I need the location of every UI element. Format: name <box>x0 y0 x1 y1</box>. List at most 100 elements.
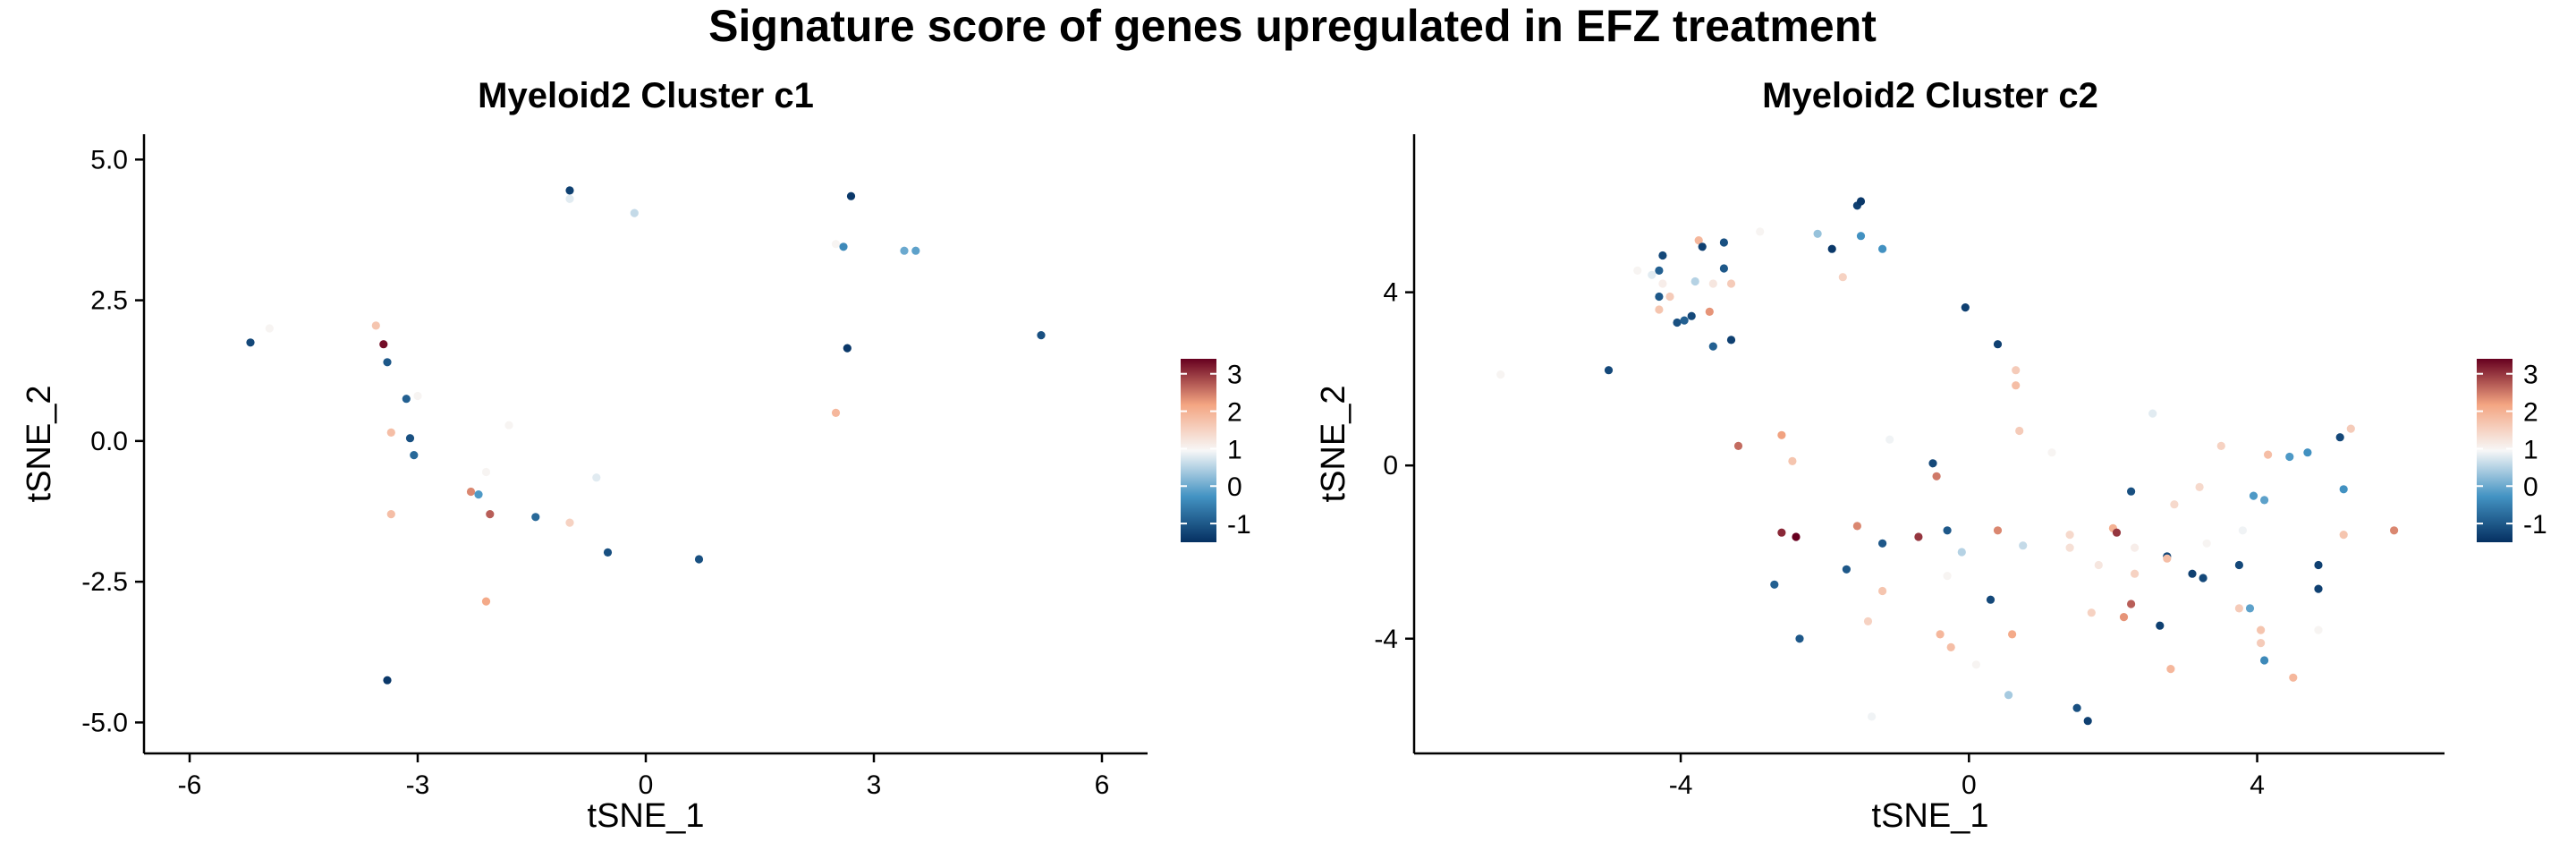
data-point-c2 <box>1878 244 1887 253</box>
panel-title-c2: Myeloid2 Cluster c2 <box>1762 76 2098 115</box>
data-point-c2 <box>2012 381 2021 390</box>
data-point-c2 <box>2216 441 2225 450</box>
data-point-c2 <box>1827 244 1836 253</box>
y-ticks-c1: -5.0 -2.5 0.0 2.5 5.0 <box>81 145 144 737</box>
colorbar-gradient-c2 <box>2477 359 2512 542</box>
x-tick-label-c2: 0 <box>1962 770 1977 800</box>
data-point-c2 <box>2012 366 2021 375</box>
data-point-c2 <box>2260 496 2269 505</box>
data-point-c1 <box>603 548 613 557</box>
data-point-c2 <box>1993 340 2003 349</box>
data-point-c2 <box>2047 448 2056 457</box>
scatter-points-c1 <box>246 186 1046 685</box>
data-point-c2 <box>2156 621 2165 630</box>
data-point-c2 <box>2289 673 2298 682</box>
data-point-c1 <box>481 597 491 606</box>
data-point-c2 <box>2199 574 2207 583</box>
data-point-c2 <box>1957 548 1966 557</box>
data-point-c2 <box>1708 342 1717 351</box>
data-point-c1 <box>386 510 395 519</box>
data-point-c1 <box>265 324 274 333</box>
data-point-c1 <box>466 487 476 497</box>
data-point-c2 <box>2008 630 2017 639</box>
y-axis-label-c2: tSNE_2 <box>1315 386 1352 503</box>
data-point-c2 <box>2163 554 2172 563</box>
data-point-c2 <box>2087 608 2096 617</box>
data-point-c2 <box>1665 292 1674 302</box>
data-point-c2 <box>1687 311 1696 320</box>
data-point-c2 <box>2131 543 2140 552</box>
data-point-c2 <box>2303 448 2312 457</box>
data-point-c2 <box>1914 532 1923 541</box>
data-point-c1 <box>630 208 639 217</box>
data-point-c1 <box>386 428 395 437</box>
x-tick-label-c2: 4 <box>2250 770 2265 800</box>
data-point-c2 <box>1690 276 1699 286</box>
y-tick-label-c2: 4 <box>1383 278 1398 308</box>
data-point-c2 <box>2202 539 2211 548</box>
data-point-c1 <box>911 246 920 255</box>
data-point-c2 <box>2314 560 2323 570</box>
data-point-c2 <box>2170 500 2179 509</box>
data-point-c2 <box>2234 560 2243 570</box>
y-tick-label-c2: 0 <box>1383 451 1398 481</box>
data-point-c1 <box>379 340 388 349</box>
data-point-c2 <box>1719 264 1728 273</box>
panel-cluster-c1: Myeloid2 Cluster c1 -6 -3 0 3 6 -5.0 -2.5 0.0 2… <box>21 76 1251 835</box>
colorbar-tick-label-c1: 0 <box>1227 472 1242 502</box>
data-point-c2 <box>2285 452 2294 462</box>
x-tick-label-c1: 3 <box>867 770 882 800</box>
data-point-c2 <box>1795 634 1804 643</box>
data-point-c2 <box>2257 625 2266 634</box>
data-point-c1 <box>531 513 540 522</box>
data-point-c1 <box>383 676 392 685</box>
colorbar-tick-label-c1: 1 <box>1227 435 1242 464</box>
data-point-c2 <box>1705 307 1714 316</box>
colorbar-tick-label-c2: 1 <box>2523 435 2538 464</box>
data-point-c2 <box>1863 617 1873 626</box>
data-point-c2 <box>2072 703 2081 712</box>
data-point-c2 <box>1878 586 1887 596</box>
data-point-c2 <box>1708 279 1717 288</box>
colorbar-tick-label-c2: -1 <box>2523 510 2547 540</box>
colorbar-tick-label-c1: -1 <box>1227 510 1251 540</box>
x-tick-label-c1: 6 <box>1095 770 1110 800</box>
data-point-c1 <box>1037 331 1046 340</box>
y-axis-label-c1: tSNE_2 <box>21 386 58 503</box>
data-point-c2 <box>1856 232 1866 241</box>
x-tick-label-c1: -6 <box>178 770 202 800</box>
data-point-c2 <box>1733 441 1743 450</box>
data-point-c2 <box>1604 366 1614 375</box>
data-point-c2 <box>1648 270 1657 279</box>
data-point-c2 <box>1868 712 1877 721</box>
colorbar-tick-label-c1: 2 <box>1227 398 1242 428</box>
data-point-c1 <box>831 408 841 417</box>
colorbar-ticks-c2: -1 0 1 2 3 <box>2477 361 2547 540</box>
data-point-c2 <box>1777 430 1786 439</box>
colorbar-c2: -1 0 1 2 3 <box>2477 359 2547 542</box>
data-point-c2 <box>2314 584 2323 593</box>
data-point-c2 <box>1680 316 1689 325</box>
data-point-c2 <box>2019 541 2028 550</box>
x-ticks-c2: -4 0 4 <box>1669 753 2265 800</box>
colorbar-tick-label-c2: 3 <box>2523 361 2538 390</box>
data-point-c1 <box>402 395 411 404</box>
data-point-c1 <box>843 344 852 353</box>
data-point-c2 <box>2015 426 2024 436</box>
data-point-c2 <box>2257 639 2266 648</box>
data-point-c1 <box>846 191 856 200</box>
data-point-c1 <box>565 518 574 527</box>
data-point-c2 <box>2339 485 2348 494</box>
data-point-c1 <box>592 473 601 482</box>
x-axis-label-c1: tSNE_1 <box>588 797 705 835</box>
y-tick-label-c1: -5.0 <box>81 708 128 737</box>
colorbar-tick-label-c1: 3 <box>1227 361 1242 390</box>
data-point-c2 <box>1986 595 1996 604</box>
data-point-c2 <box>1946 642 1955 652</box>
y-tick-label-c1: 5.0 <box>90 145 128 174</box>
data-point-c2 <box>1655 292 1664 302</box>
data-point-c2 <box>2127 600 2136 608</box>
colorbar-c1: -1 0 1 2 3 <box>1181 359 1251 542</box>
data-point-c2 <box>2065 531 2074 540</box>
data-point-c2 <box>2346 424 2355 433</box>
